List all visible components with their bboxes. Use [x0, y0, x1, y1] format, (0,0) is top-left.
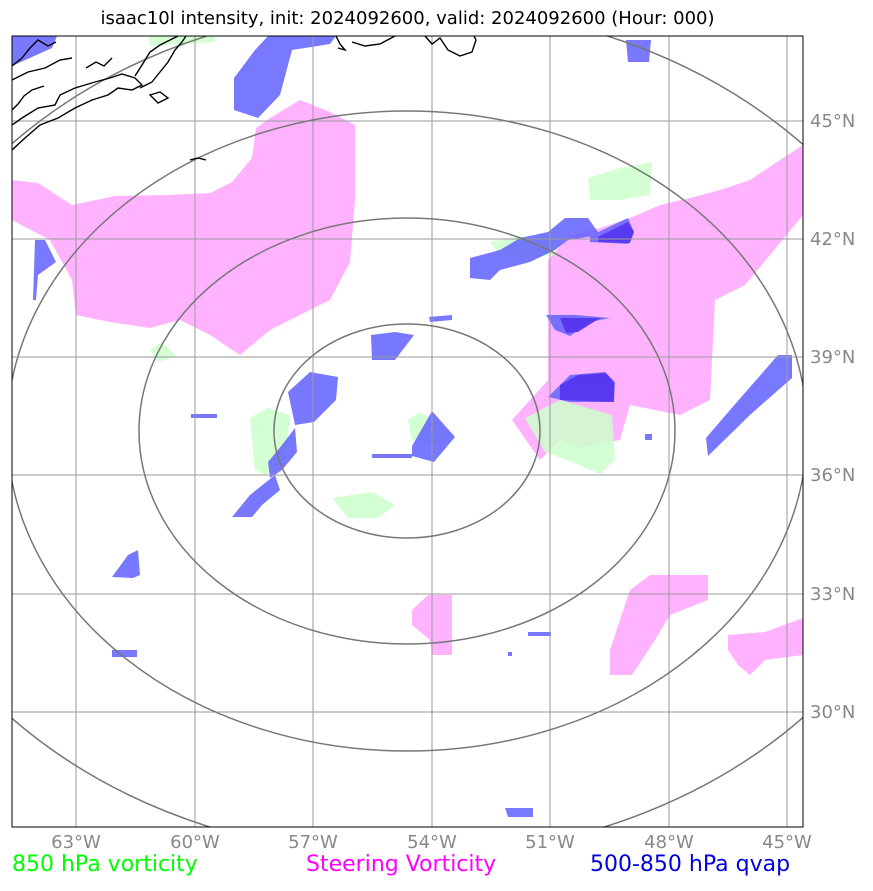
coastline-north-shore-2	[85, 57, 113, 69]
coastline-newfoundland-west	[335, 36, 347, 52]
lat-label-30n: 30°N	[810, 702, 855, 723]
steering-region-far-east	[728, 618, 803, 675]
latitude-labels: 45°N 42°N 39°N 36°N 33°N 30°N	[810, 111, 855, 723]
vorticity-patch-6	[525, 400, 615, 474]
qvap-patch-12	[268, 428, 297, 478]
overlap-layer	[560, 222, 634, 402]
qvap-patch-9	[371, 332, 414, 360]
vorticity-patch-5	[332, 492, 395, 518]
qvap-patch-15	[372, 454, 412, 458]
map-title: isaac10l intensity, init: 2024092600, va…	[100, 8, 715, 29]
qvap-patch-17	[706, 355, 792, 456]
coastline-pei	[12, 57, 73, 81]
qvap-patch-8	[429, 315, 452, 322]
coastline-islands	[148, 91, 170, 104]
lon-label-48w: 48°W	[644, 832, 694, 853]
overlap-patch-1	[560, 318, 600, 333]
qvap-patch-1	[12, 36, 57, 66]
qvap-layer	[12, 36, 792, 817]
steering-region-southeast	[610, 575, 708, 675]
range-ring-2	[138, 217, 676, 645]
coastline-sable-island	[189, 157, 207, 161]
qvap-patch-3	[626, 40, 651, 62]
coastline-cape-breton-2	[139, 36, 187, 89]
legend-850-vorticity: 850 hPa vorticity	[12, 852, 198, 877]
vorticity-patch-1	[588, 162, 652, 200]
qvap-patch-16	[191, 414, 217, 418]
range-ring-3	[12, 110, 803, 752]
coastline	[12, 36, 477, 161]
qvap-patch-5	[470, 218, 600, 280]
coastline-newfoundland-south	[351, 36, 396, 47]
qvap-patch-23	[508, 652, 512, 656]
lat-label-33n: 33°N	[810, 584, 855, 605]
coastline-newfoundland-east	[424, 36, 477, 57]
longitude-labels: 63°W 60°W 57°W 54°W 51°W 48°W 45°W	[51, 832, 812, 853]
lon-label-57w: 57°W	[288, 832, 338, 853]
qvap-patch-20	[528, 632, 551, 636]
qvap-patch-14	[412, 411, 455, 462]
lon-label-54w: 54°W	[407, 832, 457, 853]
qvap-patch-21	[505, 808, 533, 817]
steering-region-northwest	[12, 100, 355, 355]
range-rings	[12, 36, 803, 827]
overlap-patch-3	[598, 222, 634, 243]
lat-label-36n: 36°N	[810, 465, 855, 486]
coastline-gulf	[12, 39, 57, 67]
qvap-patch-2	[234, 36, 336, 118]
qvap-patch-18	[112, 550, 140, 578]
coastline-nova-scotia	[12, 73, 144, 151]
coastline-cape-breton	[134, 36, 179, 77]
lon-label-51w: 51°W	[525, 832, 575, 853]
lat-label-45n: 45°N	[810, 111, 855, 132]
plot-area	[12, 36, 803, 827]
lon-label-60w: 60°W	[170, 832, 220, 853]
lon-label-63w: 63°W	[51, 832, 101, 853]
qvap-patch-13	[232, 475, 280, 517]
lon-label-45w: 45°W	[762, 832, 812, 853]
overlap-patch-2	[560, 373, 614, 402]
qvap-patch-4	[33, 240, 56, 300]
lat-label-39n: 39°N	[810, 347, 855, 368]
qvap-patch-22	[645, 434, 652, 440]
legend-steering-vorticity: Steering Vorticity	[306, 852, 497, 877]
coastline-north-shore	[12, 85, 45, 111]
lat-label-42n: 42°N	[810, 229, 855, 250]
legend-qvap: 500-850 hPa qvap	[590, 852, 791, 877]
range-ring-1	[273, 323, 541, 539]
graticule	[12, 36, 803, 827]
plot-frame	[11, 35, 804, 828]
